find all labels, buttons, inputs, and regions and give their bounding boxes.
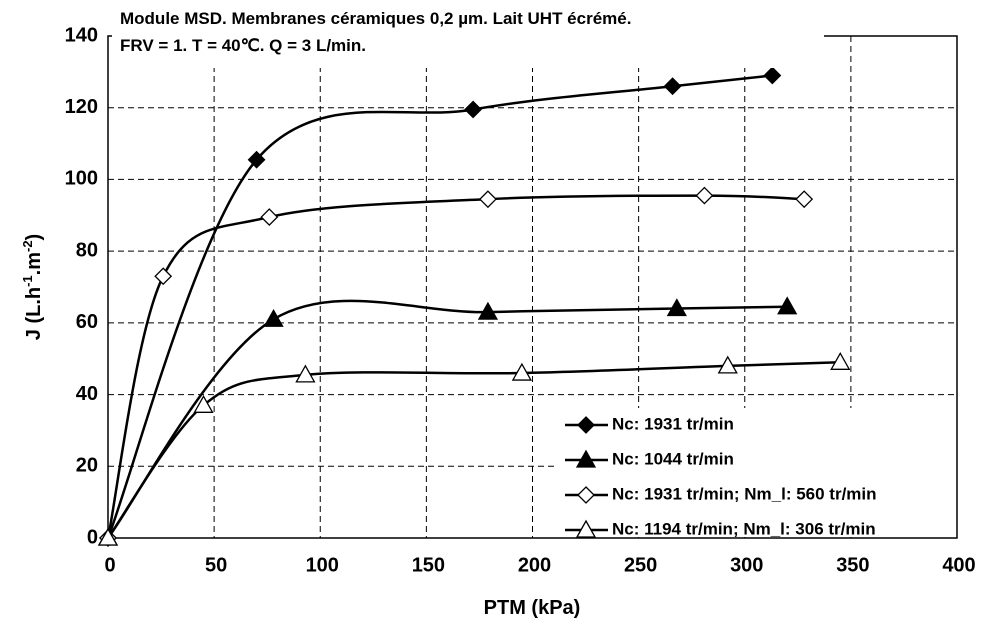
x-axis-label: PTM (kPa) [484,597,581,619]
y-label-part: J (L.h [23,287,45,340]
y-tick-label: 20 [76,455,98,477]
legend-marker [575,519,597,538]
y-label-sup: -1 [20,275,35,287]
x-tick-label: 350 [836,554,869,576]
marker [193,395,214,413]
y-tick-label: 120 [65,96,98,118]
x-tick-label: 250 [624,554,657,576]
chart-title: Module MSD. Membranes céramiques 0,2 µm.… [120,9,631,28]
marker [263,308,284,327]
legend-marker [577,416,595,434]
legend-background [558,408,956,537]
y-label-sup: -2 [20,240,35,252]
marker [97,527,119,546]
marker [295,364,316,383]
x-tick-label: 150 [412,554,445,576]
y-tick-label: 140 [65,24,98,46]
y-tick-label: 100 [65,168,98,190]
y-label-part: ) [23,234,45,241]
marker [666,298,687,317]
y-tick-label: 0 [87,526,98,548]
legend: Nc: 1931 tr/min Nc: 1044 tr/min Nc: 1931 t… [558,408,956,538]
title-block: Module MSD. Membranes céramiques 0,2 µm.… [112,4,824,68]
x-tick-label: 200 [518,554,551,576]
y-tick-label: 40 [76,383,98,405]
marker [260,208,279,226]
marker [663,77,682,96]
legend-marker [575,449,597,468]
marker [777,296,798,315]
x-tick-label: 0 [104,554,115,576]
marker [763,66,782,85]
y-axis-label: J (L.h-1.m-2) [20,234,45,340]
legend-marker [577,486,595,504]
y-label-part: .m [23,252,45,275]
legend-label: Nc: 1194 tr/min; Nm_l: 306 tr/min [612,519,876,538]
x-tick-label: 400 [942,554,975,576]
marker [247,150,266,169]
title-background [112,4,824,68]
legend-label: Nc: 1044 tr/min [612,449,734,468]
y-tick-label: 60 [76,311,98,333]
marker [717,355,738,374]
marker [695,186,714,205]
x-tick-label: 100 [306,554,339,576]
marker [830,351,851,370]
marker [154,267,173,286]
chart-title: FRV = 1. T = 40℃. Q = 3 L/min. [120,36,366,55]
marker [795,190,814,209]
series-line [107,299,788,539]
marker [479,190,497,209]
legend-label: Nc: 1931 tr/min; Nm_l: 560 tr/min [612,484,877,503]
marker [511,362,532,381]
y-tick-label: 80 [76,239,98,261]
legend-label: Nc: 1931 tr/min [612,414,734,433]
x-tick-label: 300 [730,554,763,576]
marker [477,301,499,320]
marker [464,100,482,119]
x-tick-label: 50 [205,554,227,576]
